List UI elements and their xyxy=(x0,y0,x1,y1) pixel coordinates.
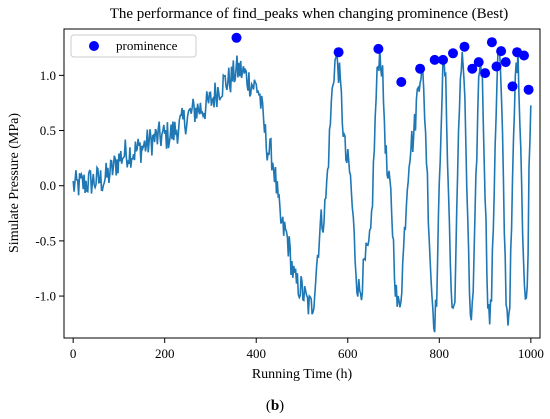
peak-marker xyxy=(491,61,502,72)
x-tick-label: 600 xyxy=(338,346,358,361)
peak-marker xyxy=(429,54,440,65)
x-axis-ticks: 0 200 400 600 800 1000 xyxy=(70,338,544,361)
x-tick-label: 0 xyxy=(70,346,77,361)
peak-markers xyxy=(231,32,534,95)
peak-marker xyxy=(519,50,529,61)
peak-marker xyxy=(333,47,344,58)
x-tick-label: 200 xyxy=(155,346,175,361)
y-tick-label: 1.0 xyxy=(40,68,56,83)
peak-marker xyxy=(448,48,458,59)
y-axis-label: Simulate Pressure (MPa) xyxy=(7,113,22,253)
peak-marker xyxy=(438,54,448,65)
peak-marker xyxy=(373,43,384,54)
caption-letter: b xyxy=(271,398,279,414)
peak-marker xyxy=(523,84,534,95)
peak-marker xyxy=(500,57,511,68)
peak-marker xyxy=(496,46,507,57)
y-tick-label: 0.0 xyxy=(40,178,56,193)
peak-marker xyxy=(231,32,242,43)
peak-marker xyxy=(415,63,426,74)
legend-marker xyxy=(89,41,99,51)
x-axis-label: Running Time (h) xyxy=(252,367,353,382)
x-tick-label: 800 xyxy=(430,346,450,361)
pressure-series-line xyxy=(72,47,532,333)
pressure-line xyxy=(72,47,532,333)
x-tick-label: 400 xyxy=(246,346,266,361)
x-tick-label: 1000 xyxy=(518,346,544,361)
y-tick-label: 0.5 xyxy=(40,123,56,138)
y-tick-label: -0.5 xyxy=(35,233,56,248)
peak-marker xyxy=(396,77,407,87)
y-axis-ticks: -1.0 -0.5 0.0 0.5 1.0 xyxy=(35,68,64,304)
plot-frame xyxy=(63,28,541,339)
peak-marker xyxy=(507,81,518,92)
peak-marker xyxy=(459,41,470,52)
caption-label: (b) xyxy=(266,398,284,414)
legend: prominence xyxy=(70,34,197,58)
legend-label: prominence xyxy=(116,38,178,53)
peak-marker xyxy=(480,68,491,79)
y-tick-label: -1.0 xyxy=(35,289,56,304)
peak-marker xyxy=(467,63,478,74)
chart-title: The performance of find_peaks when chang… xyxy=(110,6,509,22)
peak-marker xyxy=(486,37,497,48)
legend-box xyxy=(70,34,197,58)
peak-marker xyxy=(473,57,484,68)
